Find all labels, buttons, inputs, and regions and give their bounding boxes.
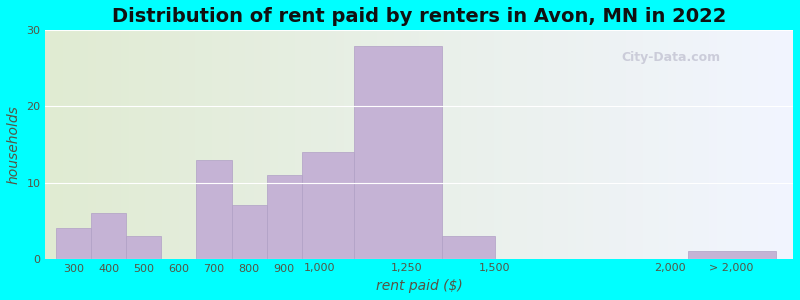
Bar [91, 213, 126, 259]
Bar [56, 228, 91, 259]
Bar [354, 46, 442, 259]
X-axis label: rent paid ($): rent paid ($) [376, 279, 462, 293]
Y-axis label: households: households [7, 105, 21, 184]
Bar [302, 152, 354, 259]
Title: Distribution of rent paid by renters in Avon, MN in 2022: Distribution of rent paid by renters in … [112, 7, 726, 26]
Bar [197, 160, 231, 259]
Bar [231, 206, 266, 259]
Bar [442, 236, 494, 259]
Bar [266, 175, 302, 259]
Bar [688, 251, 775, 259]
Bar [126, 236, 162, 259]
Text: City-Data.com: City-Data.com [621, 51, 720, 64]
